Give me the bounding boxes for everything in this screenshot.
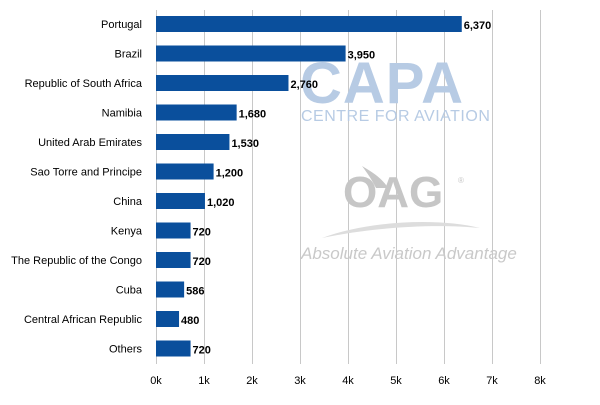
value-label: 2,760	[290, 79, 318, 91]
bar	[156, 163, 214, 180]
x-tick-label: 7k	[486, 375, 498, 387]
value-label: 1,680	[239, 109, 267, 121]
value-label: 720	[193, 256, 211, 268]
bar	[156, 193, 205, 209]
category-label: Brazil	[114, 49, 142, 61]
x-tick-label: 3k	[294, 375, 306, 387]
bars	[156, 16, 462, 357]
category-label: Portugal	[101, 19, 142, 31]
category-label: Kenya	[111, 226, 143, 238]
bar	[156, 104, 237, 121]
watermark: CAPA CENTRE FOR AVIATION OAG ® Absolute …	[300, 51, 517, 263]
x-tick-label: 1k	[198, 375, 210, 387]
category-label: China	[113, 196, 143, 208]
value-label: 720	[193, 227, 211, 239]
x-tick-label: 5k	[390, 375, 402, 387]
category-label: Sao Torre and Principe	[30, 167, 142, 179]
category-label: The Republic of the Congo	[11, 255, 142, 267]
value-label: 1,020	[207, 197, 235, 209]
category-label: Others	[109, 344, 143, 356]
x-axis-tick-labels: 0k 1k 2k 3k 4k 5k 6k 7k 8k	[150, 375, 546, 387]
x-tick-label: 6k	[438, 375, 450, 387]
value-label: 480	[181, 315, 199, 327]
bar	[156, 340, 191, 357]
value-label: 1,200	[216, 168, 244, 180]
bar	[156, 75, 289, 91]
bar	[156, 222, 191, 239]
x-tick-label: 2k	[246, 375, 258, 387]
value-label: 3,950	[348, 50, 376, 62]
oag-swoosh-icon	[362, 166, 388, 188]
x-tick-label: 0k	[150, 375, 162, 387]
oag-watermark-title: OAG	[343, 168, 443, 217]
value-label: 586	[186, 286, 204, 298]
category-labels: Portugal Brazil Republic of South Africa Na…	[11, 19, 143, 356]
category-label: Namibia	[102, 108, 143, 120]
category-label: Central African Republic	[24, 314, 143, 326]
bar	[156, 311, 180, 327]
value-label: 6,370	[464, 20, 492, 32]
value-label: 720	[193, 345, 211, 357]
oag-watermark-tagline: Absolute Aviation Advantage	[300, 244, 517, 263]
bar	[156, 16, 462, 32]
oag-arc-icon	[322, 222, 480, 238]
bar	[156, 252, 191, 268]
value-labels: 6,370 3,950 2,760 1,680 1,530 1,200 1,020 720 72…	[181, 20, 491, 357]
bar	[156, 45, 346, 62]
capa-watermark-subtitle: CENTRE FOR AVIATION	[301, 108, 490, 125]
x-tick-label: 4k	[342, 375, 354, 387]
category-label: Republic of South Africa	[25, 78, 143, 90]
capa-watermark-title: CAPA	[300, 51, 464, 116]
value-label: 1,530	[231, 138, 259, 150]
category-label: Cuba	[116, 285, 143, 297]
bar	[156, 281, 185, 298]
category-label: United Arab Emirates	[38, 137, 142, 149]
oag-watermark-registered: ®	[458, 176, 464, 185]
x-tick-label: 8k	[534, 375, 546, 387]
bar	[156, 134, 230, 150]
gridlines	[156, 10, 541, 364]
